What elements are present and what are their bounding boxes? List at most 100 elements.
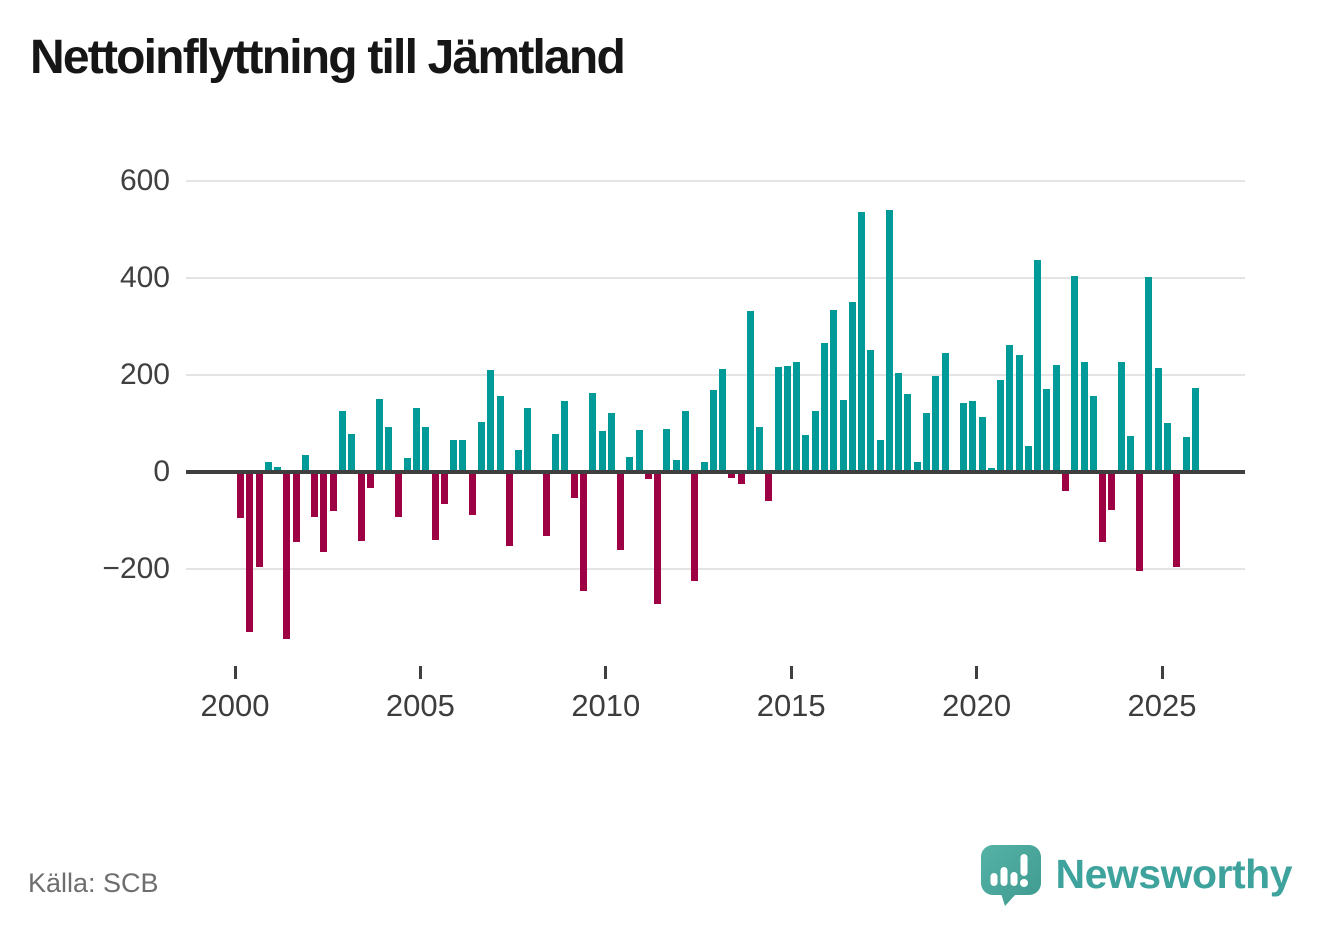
newsworthy-logo: Newsworthy <box>979 842 1292 906</box>
bar <box>376 399 384 472</box>
newsworthy-logo-icon <box>980 845 1041 906</box>
bar <box>524 408 532 472</box>
bar <box>654 472 662 604</box>
bar <box>1164 423 1171 472</box>
bar <box>1089 395 1097 472</box>
bar <box>617 472 625 550</box>
bar <box>719 369 727 472</box>
bar <box>848 302 856 472</box>
bar <box>756 426 764 472</box>
gridline <box>186 568 1245 570</box>
x-tick-label: 2015 <box>756 688 826 723</box>
bar <box>394 472 402 517</box>
bar <box>1024 445 1032 472</box>
bar <box>255 472 263 567</box>
bar <box>728 472 736 479</box>
bar <box>709 389 717 472</box>
bar <box>468 472 476 515</box>
y-tick-label: 0 <box>153 455 170 488</box>
bar <box>348 434 356 472</box>
x-tick-label: 2010 <box>571 688 641 723</box>
bar <box>505 472 513 546</box>
x-tick <box>789 666 793 679</box>
bar <box>542 472 550 536</box>
bar <box>422 427 430 472</box>
bar <box>366 472 374 488</box>
bar <box>783 366 791 472</box>
bar <box>459 440 467 472</box>
bar <box>338 411 346 472</box>
bar <box>1080 362 1088 472</box>
bar <box>264 462 272 472</box>
bar <box>311 472 319 518</box>
bar <box>626 456 634 472</box>
bar <box>672 460 680 472</box>
bar <box>700 462 708 472</box>
bar <box>1043 388 1051 472</box>
bar <box>997 379 1005 472</box>
bar <box>450 439 458 472</box>
bar <box>1034 260 1042 472</box>
mini-bar-3 <box>1010 872 1017 886</box>
bar <box>320 472 328 553</box>
bar <box>793 362 801 472</box>
mini-bar-2 <box>1000 867 1007 886</box>
bar <box>1182 437 1190 472</box>
gridline <box>186 277 1245 279</box>
bar <box>1006 344 1014 472</box>
bar <box>960 403 968 472</box>
bar <box>292 472 300 543</box>
bar <box>1062 472 1070 492</box>
bar <box>570 472 578 498</box>
x-tick <box>418 666 422 679</box>
bar <box>1099 472 1107 543</box>
bar <box>301 455 309 472</box>
bar <box>1117 362 1125 472</box>
bar <box>1145 277 1153 472</box>
chart-title: Nettoinflyttning till Jämtland <box>30 31 626 84</box>
x-tick-label: 2020 <box>942 688 1012 723</box>
x-tick-label: 2000 <box>200 688 270 723</box>
bar <box>1071 275 1079 472</box>
bar <box>691 472 699 582</box>
x-tick-label: 2025 <box>1127 688 1197 723</box>
bar <box>478 421 486 472</box>
bar <box>598 430 606 472</box>
bar <box>413 407 421 472</box>
bar <box>858 212 866 472</box>
bar <box>515 450 523 472</box>
bar <box>1136 472 1144 572</box>
bar <box>1015 355 1023 472</box>
x-tick <box>1160 666 1164 679</box>
bar <box>932 375 940 472</box>
bar <box>681 410 689 472</box>
bar <box>969 401 977 472</box>
bar <box>913 462 921 472</box>
bar <box>1052 365 1060 472</box>
mini-bar-1 <box>990 873 997 886</box>
bar <box>867 350 875 472</box>
bar <box>635 429 643 472</box>
bar <box>440 472 448 505</box>
bar <box>1108 472 1116 510</box>
bar <box>839 400 847 472</box>
bar <box>737 472 745 485</box>
x-tick-label: 2005 <box>385 688 455 723</box>
bar <box>496 396 504 472</box>
bar <box>895 373 903 472</box>
bar <box>941 353 949 472</box>
bar <box>1191 388 1199 472</box>
bar <box>357 472 365 542</box>
bar <box>1173 472 1181 567</box>
bar <box>431 472 439 541</box>
bar <box>765 472 773 502</box>
y-tick-label: 400 <box>119 261 170 294</box>
bar <box>663 428 671 472</box>
bar <box>274 467 282 472</box>
bar <box>283 472 291 640</box>
exclamation-stem <box>1020 854 1027 876</box>
y-tick-label: 200 <box>119 358 170 391</box>
zero-line <box>186 470 1245 474</box>
bar <box>403 457 411 472</box>
